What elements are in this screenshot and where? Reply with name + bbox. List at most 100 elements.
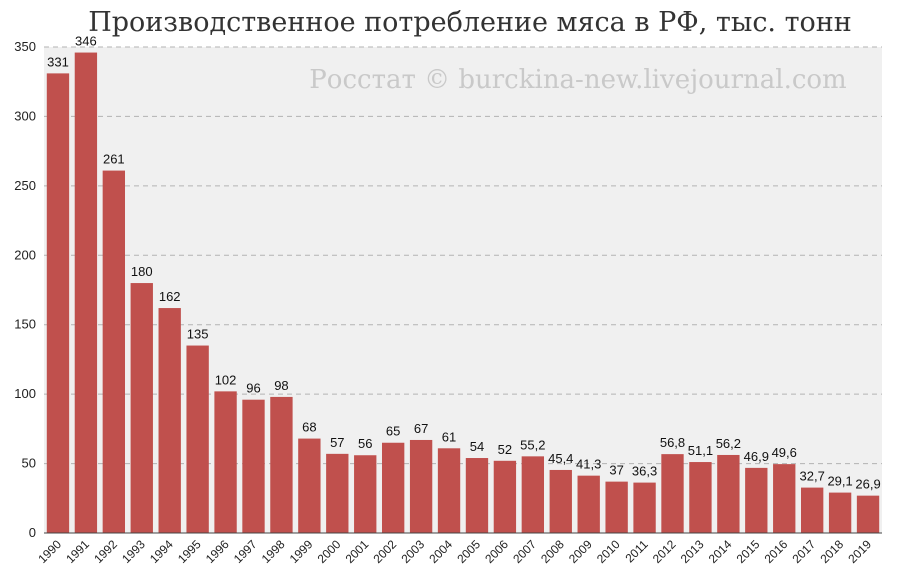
data-label: 135: [187, 327, 209, 342]
bar: [800, 487, 824, 533]
data-label: 56: [358, 436, 372, 451]
bar: [74, 52, 98, 533]
data-label: 29,1: [827, 474, 852, 489]
bar: [465, 458, 489, 533]
bar: [521, 456, 545, 533]
data-label: 56,2: [716, 436, 741, 451]
x-tick-label: 1995: [175, 537, 204, 566]
x-axis-ticks: 1990 1991 1992 1993 1994 1995 1996 1997 1998 1999…: [35, 537, 874, 566]
x-tick-label: 2013: [678, 537, 707, 566]
bar: [270, 396, 293, 533]
x-tick-label: 2019: [845, 537, 874, 566]
bar: [773, 464, 796, 533]
x-tick-label: 2004: [426, 537, 455, 566]
x-tick-label: 2003: [398, 537, 427, 566]
data-label: 180: [131, 264, 153, 279]
x-tick-label: 1994: [147, 537, 176, 566]
data-label: 41,3: [576, 457, 601, 472]
x-tick-label: 1992: [91, 537, 120, 566]
bar: [605, 481, 628, 533]
data-label: 37: [609, 463, 623, 478]
bar: [549, 469, 572, 533]
x-tick-label: 2002: [371, 537, 400, 566]
bar: [633, 482, 656, 533]
bar: [828, 492, 852, 533]
bar: [242, 399, 265, 533]
x-tick-label: 1996: [203, 537, 232, 566]
data-label: 51,1: [688, 443, 713, 458]
watermark: Росстат © burckina-new.livejournal.com: [309, 65, 846, 95]
data-label: 36,3: [632, 464, 657, 479]
data-label: 346: [75, 34, 97, 49]
bars: [46, 52, 880, 533]
x-tick-label: 2016: [762, 537, 791, 566]
data-label: 49,6: [772, 445, 797, 460]
bar: [856, 495, 880, 533]
y-tick-label: 300: [14, 108, 36, 123]
bar: [326, 453, 349, 533]
bar: [577, 475, 600, 533]
data-label: 331: [47, 54, 69, 69]
bar: [381, 442, 405, 533]
data-label: 61: [442, 429, 456, 444]
x-tick-label: 2017: [790, 537, 819, 566]
y-tick-label: 200: [14, 247, 36, 262]
data-label: 55,2: [520, 437, 545, 452]
data-label: 68: [302, 420, 316, 435]
x-tick-label: 2012: [650, 537, 679, 566]
data-label: 45,4: [548, 451, 573, 466]
x-tick-label: 2014: [706, 537, 735, 566]
bar: [661, 454, 684, 533]
bar: [354, 455, 377, 533]
x-tick-label: 2011: [623, 537, 651, 565]
data-label: 102: [215, 372, 237, 387]
y-tick-label: 250: [14, 178, 36, 193]
x-tick-label: 1998: [259, 537, 288, 566]
x-tick-label: 2015: [734, 537, 763, 566]
data-label: 98: [274, 378, 288, 393]
x-tick-label: 2018: [817, 537, 846, 566]
y-tick-label: 100: [14, 386, 36, 401]
x-tick-label: 2009: [566, 537, 595, 566]
bar: [745, 467, 768, 533]
x-tick-label: 1999: [287, 537, 316, 566]
bar: [437, 448, 461, 533]
x-tick-label: 1991: [63, 537, 92, 566]
grid-lines: [44, 46, 882, 465]
bar: [409, 439, 433, 533]
x-tick-label: 2007: [510, 537, 539, 566]
bar: [158, 308, 181, 533]
data-label: 52: [498, 442, 512, 457]
data-label: 57: [330, 435, 344, 450]
x-tick-label: 1993: [119, 537, 148, 566]
bar: [717, 454, 740, 533]
y-tick-label: 0: [29, 525, 36, 540]
data-label: 56,8: [660, 435, 685, 450]
data-label: 96: [246, 381, 260, 396]
bar: [186, 345, 209, 533]
data-label: 65: [386, 424, 400, 439]
x-tick-label: 1990: [35, 537, 64, 566]
y-tick-label: 350: [14, 39, 36, 54]
x-tick-label: 1997: [231, 537, 260, 566]
y-axis-ticks: 0 50 100 150 200 250 300 350: [14, 39, 36, 540]
x-tick-label: 2001: [343, 537, 372, 566]
bar: [102, 170, 126, 533]
data-label: 67: [414, 421, 428, 436]
bar: [298, 438, 321, 533]
chart-title: Производственное потребление мяса в РФ, …: [88, 7, 852, 38]
bar: [493, 460, 517, 533]
value-labels: 331 346 261 180 162 135 102 96 98 68 57 56 65 67 61 54 5…: [47, 34, 881, 492]
bar: [214, 391, 237, 533]
x-tick-label: 2010: [594, 537, 623, 566]
data-label: 26,9: [855, 477, 880, 492]
x-tick-label: 2000: [315, 537, 344, 566]
y-tick-label: 50: [22, 456, 36, 471]
x-tick-label: 2008: [538, 537, 567, 566]
bar: [46, 73, 70, 533]
data-label: 46,9: [744, 449, 769, 464]
data-label: 54: [470, 439, 484, 454]
y-tick-label: 150: [14, 317, 36, 332]
bar: [689, 462, 712, 533]
